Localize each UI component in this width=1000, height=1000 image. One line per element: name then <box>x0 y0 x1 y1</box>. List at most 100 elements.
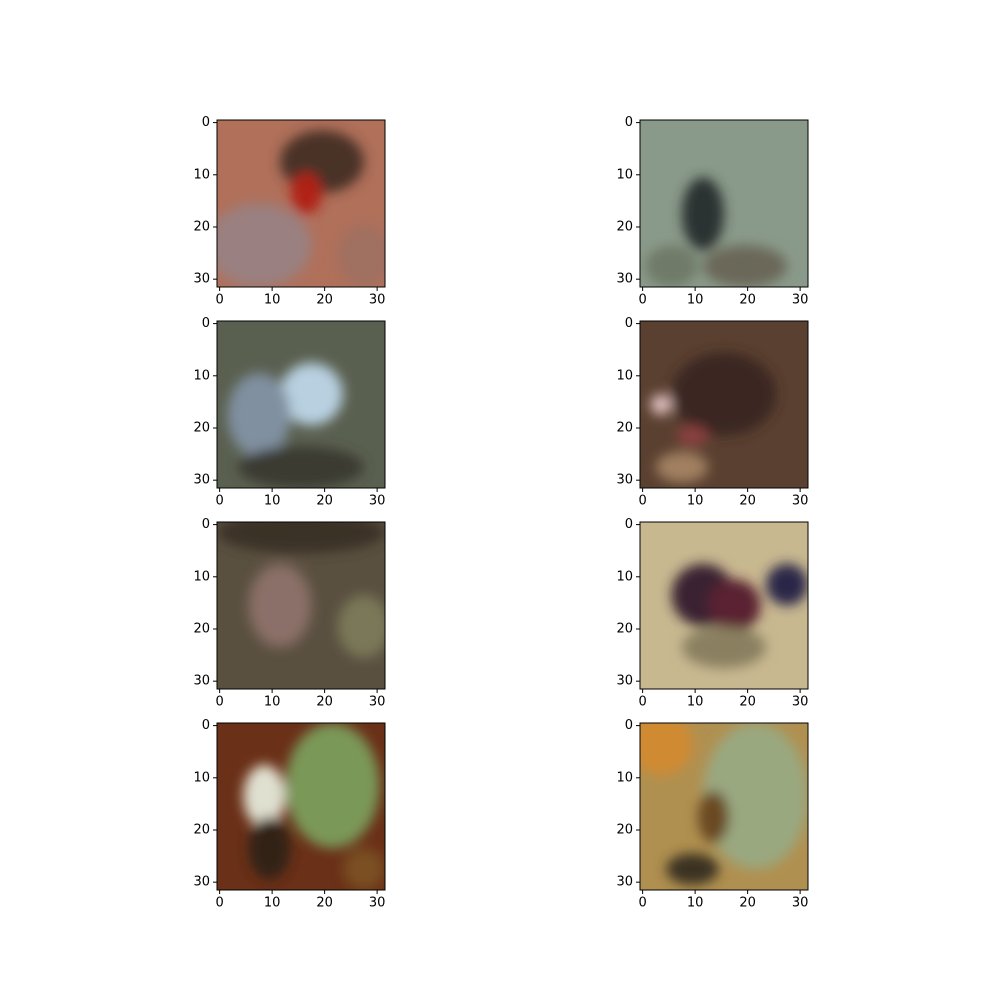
x-tick-label: 20 <box>739 695 756 710</box>
subplot: 0 10 20 30 0 10 20 30 <box>616 316 809 509</box>
image-content <box>217 130 385 287</box>
image <box>640 522 808 689</box>
x-tick-label: 20 <box>739 896 756 911</box>
x-tick-label: 20 <box>739 494 756 509</box>
subplot: 0 10 20 30 0 10 20 30 <box>193 718 386 911</box>
y-tick-label: 20 <box>616 822 633 837</box>
image-region <box>645 245 698 287</box>
image <box>640 321 808 488</box>
x-tick-label: 30 <box>792 896 809 911</box>
y-tick-label: 20 <box>616 621 633 636</box>
image-region <box>671 352 777 436</box>
image-content <box>640 723 808 885</box>
y-tick-label: 0 <box>202 115 210 130</box>
x-tick-label: 0 <box>638 896 646 911</box>
y-tick-label: 10 <box>616 368 633 383</box>
y-tick-label: 10 <box>193 368 210 383</box>
image-content <box>645 177 787 287</box>
x-tick-label: 30 <box>369 896 386 911</box>
y-tick-label: 20 <box>616 420 633 435</box>
image <box>217 120 385 287</box>
image-content <box>243 723 385 890</box>
y-tick-label: 20 <box>193 219 210 234</box>
y-tick-label: 20 <box>193 621 210 636</box>
subplot: 0 10 20 30 0 10 20 30 <box>616 718 809 911</box>
y-tick-label: 20 <box>193 822 210 837</box>
x-tick-label: 30 <box>792 494 809 509</box>
x-tick-label: 20 <box>316 494 333 509</box>
y-tick-label: 30 <box>616 473 633 488</box>
axes-frame <box>216 119 386 288</box>
image-region <box>285 723 380 849</box>
axes-frame <box>639 119 809 288</box>
x-tick-label: 10 <box>687 494 704 509</box>
y-tick-label: 0 <box>625 718 633 733</box>
image <box>640 723 808 890</box>
image-region <box>238 446 364 488</box>
image-region <box>655 451 709 483</box>
image-region <box>217 203 312 287</box>
x-tick-label: 30 <box>792 293 809 308</box>
x-tick-label: 10 <box>264 896 281 911</box>
image-region <box>766 563 808 606</box>
image-region <box>703 723 808 870</box>
subplot: 0 10 20 30 0 10 20 30 <box>193 115 386 308</box>
image-region <box>280 362 343 426</box>
image-region <box>697 790 730 844</box>
image-region <box>703 245 787 287</box>
image-region <box>337 595 385 658</box>
x-tick-label: 30 <box>792 695 809 710</box>
x-tick-label: 10 <box>264 695 281 710</box>
y-tick-label: 30 <box>616 674 633 689</box>
image-content <box>650 352 777 483</box>
y-tick-label: 10 <box>193 167 210 182</box>
y-tick-label: 0 <box>625 115 633 130</box>
y-tick-label: 10 <box>193 569 210 584</box>
x-tick-label: 20 <box>316 695 333 710</box>
x-tick-label: 20 <box>739 293 756 308</box>
image-region <box>682 626 766 669</box>
subplot: 0 10 20 30 0 10 20 30 <box>616 517 809 710</box>
x-tick-label: 0 <box>215 896 223 911</box>
x-tick-label: 10 <box>264 293 281 308</box>
x-tick-label: 10 <box>264 494 281 509</box>
y-tick-label: 0 <box>625 316 633 331</box>
axes-frame <box>639 320 809 489</box>
y-tick-label: 10 <box>193 770 210 785</box>
x-tick-label: 10 <box>687 695 704 710</box>
image <box>217 723 385 890</box>
x-tick-label: 10 <box>687 896 704 911</box>
image-region <box>227 373 291 457</box>
image-region <box>243 764 286 828</box>
y-tick-label: 0 <box>202 718 210 733</box>
image-region <box>217 522 385 554</box>
axes-frame <box>639 521 809 690</box>
image-region <box>682 177 724 251</box>
image-region <box>650 394 672 415</box>
y-tick-label: 0 <box>202 517 210 532</box>
y-tick-label: 10 <box>616 167 633 182</box>
image-region <box>666 853 719 885</box>
y-tick-label: 30 <box>616 272 633 287</box>
subplot: 0 10 20 30 0 10 20 30 <box>193 316 386 509</box>
x-tick-label: 30 <box>369 494 386 509</box>
y-tick-label: 30 <box>193 674 210 689</box>
image-content <box>217 522 385 658</box>
image-content <box>671 563 808 669</box>
image-region <box>343 848 385 890</box>
y-tick-label: 30 <box>193 272 210 287</box>
image-region <box>248 563 312 648</box>
y-tick-label: 20 <box>193 420 210 435</box>
x-tick-label: 0 <box>215 494 223 509</box>
y-tick-label: 10 <box>616 569 633 584</box>
x-tick-label: 0 <box>215 695 223 710</box>
y-tick-label: 30 <box>616 875 633 890</box>
x-tick-label: 0 <box>638 293 646 308</box>
image-region <box>248 816 291 880</box>
image-region <box>290 172 322 214</box>
x-tick-label: 30 <box>369 695 386 710</box>
y-tick-label: 0 <box>625 517 633 532</box>
axes-frame <box>216 320 386 489</box>
image <box>217 321 385 488</box>
